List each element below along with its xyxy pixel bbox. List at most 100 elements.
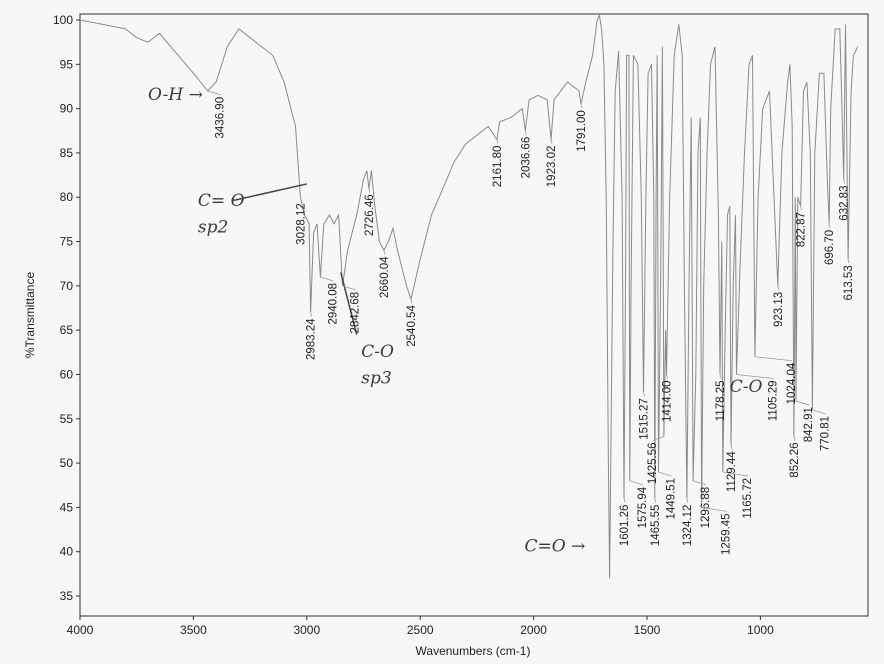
peak-leader-line (692, 480, 707, 486)
peak-labels: 3436.90 3028.12 2983.24 2940.08 2842.68 2726.… (207, 90, 855, 555)
peak-leader-line (496, 139, 499, 144)
peak-leader-line (368, 188, 371, 193)
peak-label: 1414.00 (662, 380, 674, 422)
y-tick-label: 55 (60, 412, 74, 426)
y-tick-label: 60 (60, 367, 74, 381)
peak-leader-line (793, 436, 796, 441)
peak-label: 2540.54 (406, 305, 418, 347)
handwritten-note: C-O (361, 342, 394, 362)
peak-label: 2726.46 (364, 194, 376, 236)
peak-label: 1324.12 (682, 505, 694, 547)
peak-label: 923.13 (773, 292, 785, 327)
handwritten-note: C-O (730, 377, 763, 397)
peak-leader-line (342, 285, 356, 291)
peak-leader-line (320, 276, 334, 282)
peak-label: 2036.66 (520, 137, 532, 179)
peak-leader-line (207, 90, 221, 96)
y-tick-label: 50 (60, 456, 74, 470)
x-tick-label: 3000 (293, 623, 320, 637)
x-tick-label: 2500 (407, 623, 434, 637)
peak-label: 1601.26 (619, 505, 631, 547)
spectrum-line (79, 14, 859, 579)
x-axis-label: Wavenumbers (cm-1) (416, 644, 531, 658)
peak-leader-line (686, 498, 689, 503)
peak-label: 696.70 (824, 230, 836, 265)
peak-leader-line (410, 299, 413, 304)
peak-leader-line (795, 400, 810, 406)
peak-label: 1129.44 (726, 451, 738, 492)
y-tick-label: 100 (53, 13, 73, 27)
peak-leader-line (524, 130, 527, 135)
y-axis: 35 40 45 50 55 60 65 70 75 80 85 90 95 100 (53, 13, 80, 603)
annotation-arrow (340, 272, 358, 335)
x-tick-label: 2000 (520, 623, 547, 637)
peak-leader-line (701, 507, 727, 512)
peak-leader-line (828, 223, 831, 228)
peak-leader-line (629, 480, 643, 486)
peak-label: 1575.94 (637, 486, 649, 528)
y-tick-label: 90 (60, 102, 74, 116)
peak-label: 1449.51 (665, 478, 677, 520)
peak-leader-line (730, 445, 733, 450)
y-tick-label: 85 (60, 146, 74, 160)
y-tick-label: 95 (60, 57, 74, 71)
handwritten-note: O-H → (148, 85, 203, 105)
y-tick-label: 35 (60, 589, 74, 603)
peak-label: 1165.72 (742, 478, 754, 519)
y-tick-label: 65 (60, 323, 74, 337)
peak-leader-line (847, 259, 850, 264)
y-axis-label: %Transmittance (23, 272, 37, 359)
peak-leader-line (654, 498, 657, 503)
peak-label: 2161.80 (492, 146, 504, 188)
peak-label: 3028.12 (295, 203, 307, 245)
peak-leader-line (843, 179, 846, 184)
peak-label: 1515.27 (639, 398, 651, 440)
peak-label: 770.81 (819, 416, 831, 451)
peak-label: 1425.56 (647, 443, 659, 485)
peak-label: 1296.88 (700, 487, 712, 529)
x-axis: 4000 3500 3000 2500 2000 1500 1000 (67, 616, 774, 637)
peak-leader-line (777, 285, 780, 290)
handwritten-annotations: O-H → C= O sp2 C-O sp3 C-O C=O → (148, 85, 762, 557)
peak-label: 1923.02 (546, 146, 558, 188)
peak-label: 852.26 (789, 443, 801, 478)
peak-label: 3436.90 (215, 97, 227, 139)
y-tick-label: 70 (60, 279, 74, 293)
peak-leader-line (310, 312, 312, 317)
peak-label: 2842.68 (349, 292, 361, 334)
peak-label: 1259.45 (721, 513, 733, 555)
peak-leader-line (736, 374, 774, 379)
y-tick-label: 80 (60, 190, 74, 204)
peak-leader-line (550, 139, 553, 144)
peak-label: 1791.00 (576, 110, 588, 152)
peak-leader-line (383, 250, 386, 255)
peak-leader-line (658, 471, 672, 477)
handwritten-note: sp3 (361, 368, 391, 388)
annotation-arrow (231, 183, 307, 202)
handwritten-note: C= O (198, 191, 245, 211)
x-tick-label: 1500 (634, 623, 661, 637)
peak-label: 613.53 (843, 265, 855, 300)
peak-label: 822.87 (796, 212, 808, 247)
peak-leader-line (754, 356, 792, 362)
peak-label: 1178.25 (715, 380, 727, 421)
handwritten-note: C=O → (525, 537, 586, 557)
y-tick-label: 45 (60, 500, 74, 514)
peak-label: 632.83 (839, 186, 851, 221)
x-tick-label: 3500 (180, 623, 207, 637)
y-tick-label: 40 (60, 545, 74, 559)
plot-frame (79, 13, 869, 617)
peak-label: 1024.04 (786, 362, 798, 404)
peak-label: 1465.55 (650, 505, 662, 547)
peak-label: 2660.04 (379, 256, 391, 298)
peak-leader-line (300, 197, 302, 202)
handwritten-note: sp2 (198, 218, 228, 238)
peak-leader-line (643, 392, 645, 397)
x-tick-label: 4000 (67, 623, 94, 637)
peak-label: 1105.29 (768, 380, 780, 421)
peak-leader-line (719, 374, 722, 379)
peak-leader-line (652, 436, 665, 441)
peak-label: 842.91 (803, 407, 815, 442)
x-tick-label: 1000 (747, 623, 774, 637)
